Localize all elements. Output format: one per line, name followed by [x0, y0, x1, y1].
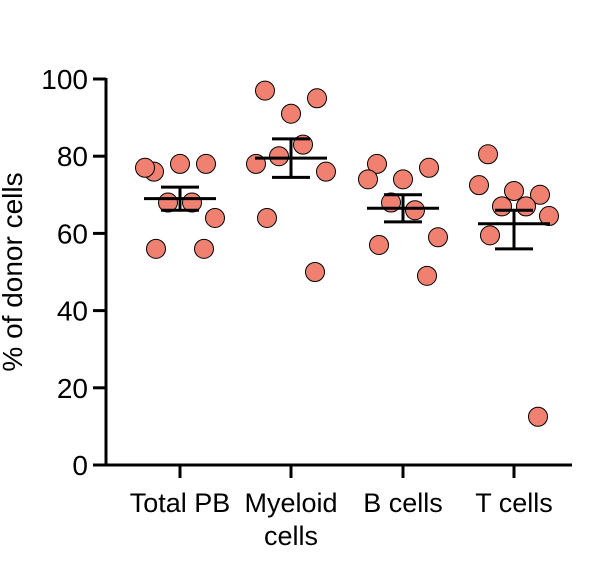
data-point	[316, 161, 336, 182]
y-tick-label: 40	[57, 296, 88, 327]
x-tick-label: Total PB	[130, 488, 231, 518]
data-point	[196, 153, 216, 174]
data-point	[393, 169, 413, 190]
data-point	[255, 80, 275, 101]
data-point	[305, 262, 325, 282]
data-point	[480, 225, 500, 246]
y-tick-label: 80	[57, 141, 88, 172]
data-point	[307, 88, 327, 109]
data-point	[417, 265, 437, 286]
data-points	[135, 80, 559, 427]
y-axis-ticks: 0 20 40 60 80 100	[41, 64, 106, 481]
y-tick-label: 100	[41, 64, 88, 95]
data-point	[194, 238, 214, 259]
data-point	[539, 206, 559, 227]
data-point	[135, 157, 155, 178]
data-point	[504, 180, 524, 201]
x-tick-label: Myeloid	[244, 488, 337, 518]
data-point	[405, 200, 425, 221]
y-tick-label: 0	[72, 450, 88, 481]
data-point	[281, 103, 301, 124]
data-point	[528, 406, 548, 427]
data-point	[146, 238, 166, 259]
data-point	[530, 184, 550, 205]
data-point	[367, 153, 387, 174]
y-axis-label: % of donor cells	[0, 172, 28, 371]
data-point	[369, 234, 389, 255]
data-point	[419, 157, 439, 178]
mean-sem-bars	[144, 137, 550, 251]
x-tick-label: T cells	[475, 488, 553, 518]
x-tick-label: cells	[264, 521, 318, 551]
data-point	[257, 207, 277, 228]
y-tick-label: 60	[57, 218, 88, 249]
data-point	[469, 175, 489, 196]
data-point	[269, 146, 289, 167]
data-point	[170, 153, 190, 174]
data-point	[516, 196, 536, 217]
data-point	[205, 207, 225, 228]
data-point	[358, 169, 378, 190]
y-tick-label: 20	[57, 373, 88, 404]
data-point	[492, 196, 512, 217]
data-point	[428, 227, 448, 248]
x-tick-label: B cells	[363, 488, 443, 518]
data-point	[478, 144, 498, 165]
